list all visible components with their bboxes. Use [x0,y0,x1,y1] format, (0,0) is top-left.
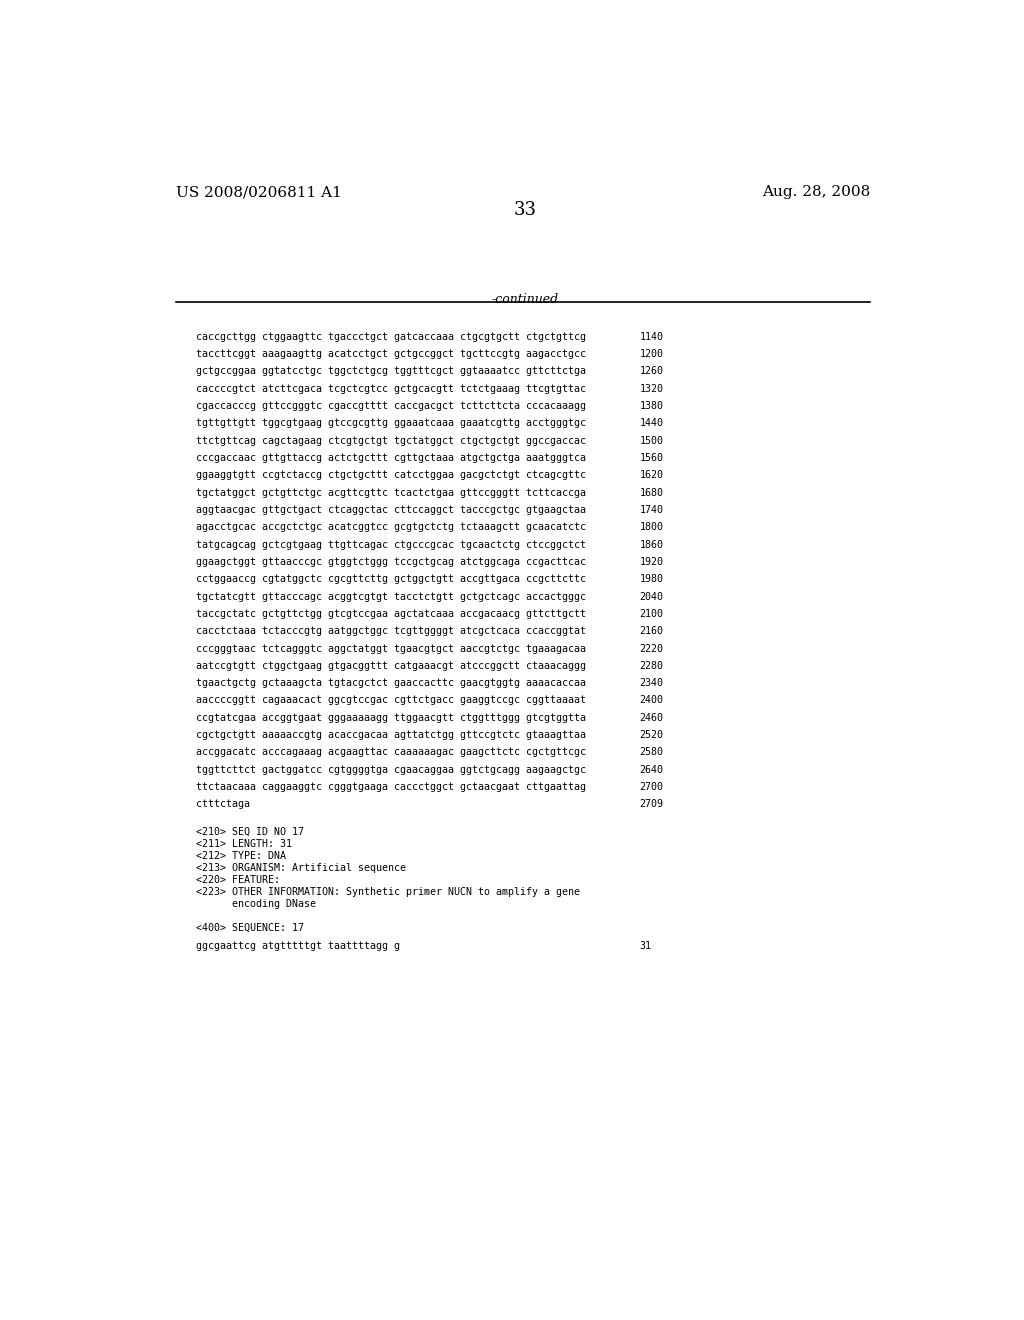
Text: <213> ORGANISM: Artificial sequence: <213> ORGANISM: Artificial sequence [197,863,407,873]
Text: caccgcttgg ctggaagttc tgaccctgct gatcaccaaa ctgcgtgctt ctgctgttcg: caccgcttgg ctggaagttc tgaccctgct gatcacc… [197,331,586,342]
Text: tgctatcgtt gttacccagc acggtcgtgt tacctctgtt gctgctcagc accactgggc: tgctatcgtt gttacccagc acggtcgtgt tacctct… [197,591,586,602]
Text: 1800: 1800 [640,523,664,532]
Text: 2280: 2280 [640,661,664,671]
Text: taccgctatc gctgttctgg gtcgtccgaa agctatcaaa accgacaacg gttcttgctt: taccgctatc gctgttctgg gtcgtccgaa agctatc… [197,609,586,619]
Text: tgttgttgtt tggcgtgaag gtccgcgttg ggaaatcaaa gaaatcgttg acctgggtgc: tgttgttgtt tggcgtgaag gtccgcgttg ggaaatc… [197,418,586,428]
Text: 2580: 2580 [640,747,664,758]
Text: 2040: 2040 [640,591,664,602]
Text: US 2008/0206811 A1: US 2008/0206811 A1 [176,185,342,199]
Text: 2340: 2340 [640,678,664,688]
Text: ggaaggtgtt ccgtctaccg ctgctgcttt catcctggaa gacgctctgt ctcagcgttc: ggaaggtgtt ccgtctaccg ctgctgcttt catcctg… [197,470,586,480]
Text: 1380: 1380 [640,401,664,411]
Text: 2640: 2640 [640,764,664,775]
Text: <223> OTHER INFORMATION: Synthetic primer NUCN to amplify a gene: <223> OTHER INFORMATION: Synthetic prime… [197,887,581,896]
Text: cccgggtaac tctcagggtc aggctatggt tgaacgtgct aaccgtctgc tgaaagacaa: cccgggtaac tctcagggtc aggctatggt tgaacgt… [197,644,586,653]
Text: agacctgcac accgctctgc acatcggtcc gcgtgctctg tctaaagctt gcaacatctc: agacctgcac accgctctgc acatcggtcc gcgtgct… [197,523,586,532]
Text: <212> TYPE: DNA: <212> TYPE: DNA [197,851,286,861]
Text: 1860: 1860 [640,540,664,549]
Text: 2520: 2520 [640,730,664,741]
Text: -continued: -continued [492,293,558,306]
Text: cctggaaccg cgtatggctc cgcgttcttg gctggctgtt accgttgaca ccgcttcttc: cctggaaccg cgtatggctc cgcgttcttg gctggct… [197,574,586,585]
Text: 2100: 2100 [640,609,664,619]
Text: 1680: 1680 [640,487,664,498]
Text: 1740: 1740 [640,506,664,515]
Text: tgctatggct gctgttctgc acgttcgttc tcactctgaa gttccgggtt tcttcaccga: tgctatggct gctgttctgc acgttcgttc tcactct… [197,487,586,498]
Text: 1560: 1560 [640,453,664,463]
Text: ctttctaga: ctttctaga [197,800,250,809]
Text: gctgccggaa ggtatcctgc tggctctgcg tggtttcgct ggtaaaatcc gttcttctga: gctgccggaa ggtatcctgc tggctctgcg tggtttc… [197,367,586,376]
Text: taccttcggt aaagaagttg acatcctgct gctgccggct tgcttccgtg aagacctgcc: taccttcggt aaagaagttg acatcctgct gctgccg… [197,348,586,359]
Text: 1620: 1620 [640,470,664,480]
Text: 1920: 1920 [640,557,664,566]
Text: 2160: 2160 [640,626,664,636]
Text: tgaactgctg gctaaagcta tgtacgctct gaaccacttc gaacgtggtg aaaacaccaa: tgaactgctg gctaaagcta tgtacgctct gaaccac… [197,678,586,688]
Text: 1200: 1200 [640,348,664,359]
Text: encoding DNase: encoding DNase [197,899,316,908]
Text: 2700: 2700 [640,781,664,792]
Text: ggcgaattcg atgtttttgt taattttagg g: ggcgaattcg atgtttttgt taattttagg g [197,941,400,950]
Text: tggttcttct gactggatcc cgtggggtga cgaacaggaa ggtctgcagg aagaagctgc: tggttcttct gactggatcc cgtggggtga cgaacag… [197,764,586,775]
Text: <211> LENGTH: 31: <211> LENGTH: 31 [197,840,292,849]
Text: 1440: 1440 [640,418,664,428]
Text: 1500: 1500 [640,436,664,446]
Text: caccccgtct atcttcgaca tcgctcgtcc gctgcacgtt tctctgaaag ttcgtgttac: caccccgtct atcttcgaca tcgctcgtcc gctgcac… [197,384,586,393]
Text: tatgcagcag gctcgtgaag ttgttcagac ctgcccgcac tgcaactctg ctccggctct: tatgcagcag gctcgtgaag ttgttcagac ctgcccg… [197,540,586,549]
Text: <400> SEQUENCE: 17: <400> SEQUENCE: 17 [197,923,304,933]
Text: cgaccacccg gttccgggtc cgaccgtttt caccgacgct tcttcttcta cccacaaagg: cgaccacccg gttccgggtc cgaccgtttt caccgac… [197,401,586,411]
Text: 2220: 2220 [640,644,664,653]
Text: 2709: 2709 [640,800,664,809]
Text: ttctaacaaa caggaaggtc cgggtgaaga caccctggct gctaacgaat cttgaattag: ttctaacaaa caggaaggtc cgggtgaaga caccctg… [197,781,586,792]
Text: cgctgctgtt aaaaaccgtg acaccgacaa agttatctgg gttccgtctc gtaaagttaa: cgctgctgtt aaaaaccgtg acaccgacaa agttatc… [197,730,586,741]
Text: ttctgttcag cagctagaag ctcgtgctgt tgctatggct ctgctgctgt ggccgaccac: ttctgttcag cagctagaag ctcgtgctgt tgctatg… [197,436,586,446]
Text: Aug. 28, 2008: Aug. 28, 2008 [762,185,870,199]
Text: ccgtatcgaa accggtgaat gggaaaaagg ttggaacgtt ctggtttggg gtcgtggtta: ccgtatcgaa accggtgaat gggaaaaagg ttggaac… [197,713,586,723]
Text: aggtaacgac gttgctgact ctcaggctac cttccaggct tacccgctgc gtgaagctaa: aggtaacgac gttgctgact ctcaggctac cttccag… [197,506,586,515]
Text: aaccccggtt cagaaacact ggcgtccgac cgttctgacc gaaggtccgc cggttaaaat: aaccccggtt cagaaacact ggcgtccgac cgttctg… [197,696,586,705]
Text: accggacatc acccagaaag acgaagttac caaaaaagac gaagcttctc cgctgttcgc: accggacatc acccagaaag acgaagttac caaaaaa… [197,747,586,758]
Text: 1260: 1260 [640,367,664,376]
Text: ggaagctggt gttaacccgc gtggtctggg tccgctgcag atctggcaga ccgacttcac: ggaagctggt gttaacccgc gtggtctggg tccgctg… [197,557,586,566]
Text: 1140: 1140 [640,331,664,342]
Text: 2460: 2460 [640,713,664,723]
Text: cccgaccaac gttgttaccg actctgcttt cgttgctaaa atgctgctga aaatgggtca: cccgaccaac gttgttaccg actctgcttt cgttgct… [197,453,586,463]
Text: cacctctaaa tctacccgtg aatggctggc tcgttggggt atcgctcaca ccaccggtat: cacctctaaa tctacccgtg aatggctggc tcgttgg… [197,626,586,636]
Text: 31: 31 [640,941,651,950]
Text: 1980: 1980 [640,574,664,585]
Text: 33: 33 [513,201,537,219]
Text: 1320: 1320 [640,384,664,393]
Text: aatccgtgtt ctggctgaag gtgacggttt catgaaacgt atcccggctt ctaaacaggg: aatccgtgtt ctggctgaag gtgacggttt catgaaa… [197,661,586,671]
Text: 2400: 2400 [640,696,664,705]
Text: <210> SEQ ID NO 17: <210> SEQ ID NO 17 [197,828,304,837]
Text: <220> FEATURE:: <220> FEATURE: [197,875,281,884]
